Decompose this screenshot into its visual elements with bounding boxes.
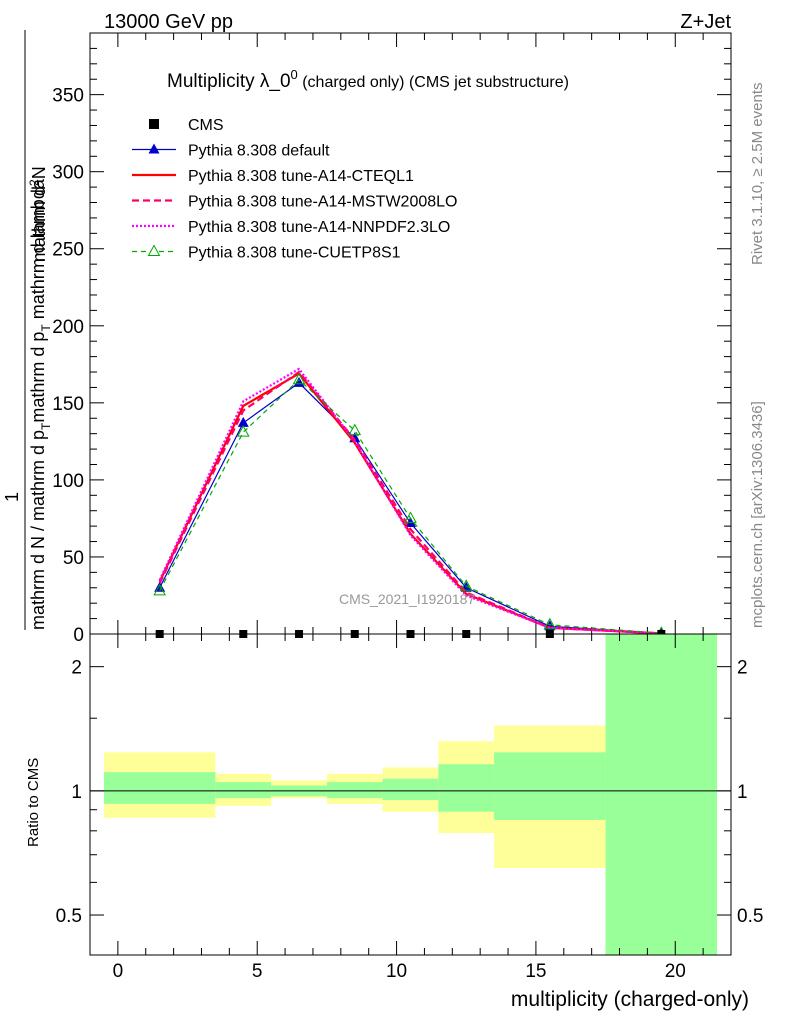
rivet-version-label: Rivet 3.1.10, ≥ 2.5M events xyxy=(749,83,766,266)
ratio-band-inner xyxy=(215,782,272,799)
series-point-cuetp8s1 xyxy=(348,423,362,436)
ratio-y-tick-label: 1 xyxy=(71,782,82,803)
ratio-x-tick-label: 5 xyxy=(252,961,263,982)
ratio-x-tick-label: 15 xyxy=(525,961,546,982)
main-y-tick-label: 150 xyxy=(52,394,84,415)
main-y-tick-label: 0 xyxy=(73,625,84,646)
main-y-tick-label: 300 xyxy=(52,163,84,184)
analysis-watermark: CMS_2021_I1920187 xyxy=(339,591,475,607)
ratio-band-inner xyxy=(438,764,495,812)
series-point-cuetp8s1 xyxy=(543,617,557,630)
main-y-tick-label: 50 xyxy=(63,548,84,569)
legend: CMS Pythia 8.308 default Pythia 8.308 tune… xyxy=(132,117,457,262)
main-y-tick-label: 250 xyxy=(52,240,84,261)
series-point-cuetp8s1 xyxy=(459,579,473,591)
y-axis-label-numerator: mathrm d2N xyxy=(27,166,49,262)
series-line-mstw xyxy=(158,370,662,635)
series-point-cuetp8s1 xyxy=(404,511,417,523)
ratio-y-tick-label-right: 0.5 xyxy=(737,906,763,927)
ratio-band-inner xyxy=(494,752,606,820)
ratio-band-inner xyxy=(382,778,439,801)
main-y-tick-label: 350 xyxy=(52,86,84,107)
ratio-y-tick-label-right: 2 xyxy=(737,658,748,679)
mcplots-label: mcplots.cern.ch [arXiv:1306.3436] xyxy=(749,401,766,628)
ratio-plot-area: 0 5 10 15 20 0.5 0.5 1 1 2 2 xyxy=(56,633,763,982)
header-process-label: Z+Jet xyxy=(680,11,731,33)
ratio-y-tick-label: 2 xyxy=(71,658,82,679)
legend-marker-cuetp8s1 xyxy=(147,244,161,256)
legend-label-nnpdf: Pythia 8.308 tune-A14-NNPDF2.3LO xyxy=(188,219,450,236)
series-point-default xyxy=(293,376,305,387)
series-point-cuetp8s1 xyxy=(236,425,250,437)
ratio-band-inner xyxy=(103,772,216,804)
y-axis-label-top: 1 xyxy=(2,492,22,502)
main-y-tick-label: 200 xyxy=(52,317,84,338)
header-energy-label: 13000 GeV pp xyxy=(104,11,233,33)
legend-marker-default xyxy=(148,143,160,154)
ratio-plot-frame xyxy=(89,633,732,956)
chart-title: Multiplicity λ_00 (charged only) (CMS je… xyxy=(167,67,569,92)
main-y-axis-label: mathrm d2N xyxy=(24,30,49,630)
main-plot-frame xyxy=(89,32,732,635)
main-y-tick-label: 100 xyxy=(52,471,84,492)
legend-label-cteql1: Pythia 8.308 tune-A14-CTEQL1 xyxy=(188,168,414,185)
legend-label-mstw: Pythia 8.308 tune-A14-MSTW2008LO xyxy=(188,194,457,211)
series-line-cuetp8s1 xyxy=(159,378,662,634)
ratio-band-inner xyxy=(326,782,383,799)
legend-marker-cms xyxy=(149,119,159,129)
series-point-default xyxy=(237,416,249,427)
x-axis-label: multiplicity (charged-only) xyxy=(511,988,749,1011)
ratio-band-inner xyxy=(605,634,718,955)
main-plot-area: 0 50 100 150 200 250 300 350 xyxy=(52,32,732,646)
y-axis-label-main: mathrm d N / mathrm d pTmathrm d pT math… xyxy=(28,178,53,630)
ratio-x-tick-label: 10 xyxy=(386,961,407,982)
ratio-y-tick-label: 0.5 xyxy=(56,906,82,927)
series-line-nnpdf xyxy=(158,367,662,635)
series-line-cteql1 xyxy=(158,372,662,635)
legend-label-cms: CMS xyxy=(188,117,224,134)
series-point-cuetp8s1 xyxy=(292,372,306,385)
ratio-y-tick-label-right: 1 xyxy=(737,782,748,803)
ratio-x-tick-label: 20 xyxy=(665,961,686,982)
y-axis-label-denominator: 1 mathrm d N / mathrm d pTmathrm d pT ma… xyxy=(2,178,53,630)
series-point-cuetp8s1 xyxy=(153,583,167,596)
ratio-y-axis-label: Ratio to CMS xyxy=(25,758,42,847)
legend-label-default: Pythia 8.308 default xyxy=(188,143,330,160)
legend-label-cuetp8s1: Pythia 8.308 tune-CUETP8S1 xyxy=(188,245,401,262)
ratio-x-tick-label: 0 xyxy=(113,961,124,982)
series-line-default xyxy=(159,382,662,634)
